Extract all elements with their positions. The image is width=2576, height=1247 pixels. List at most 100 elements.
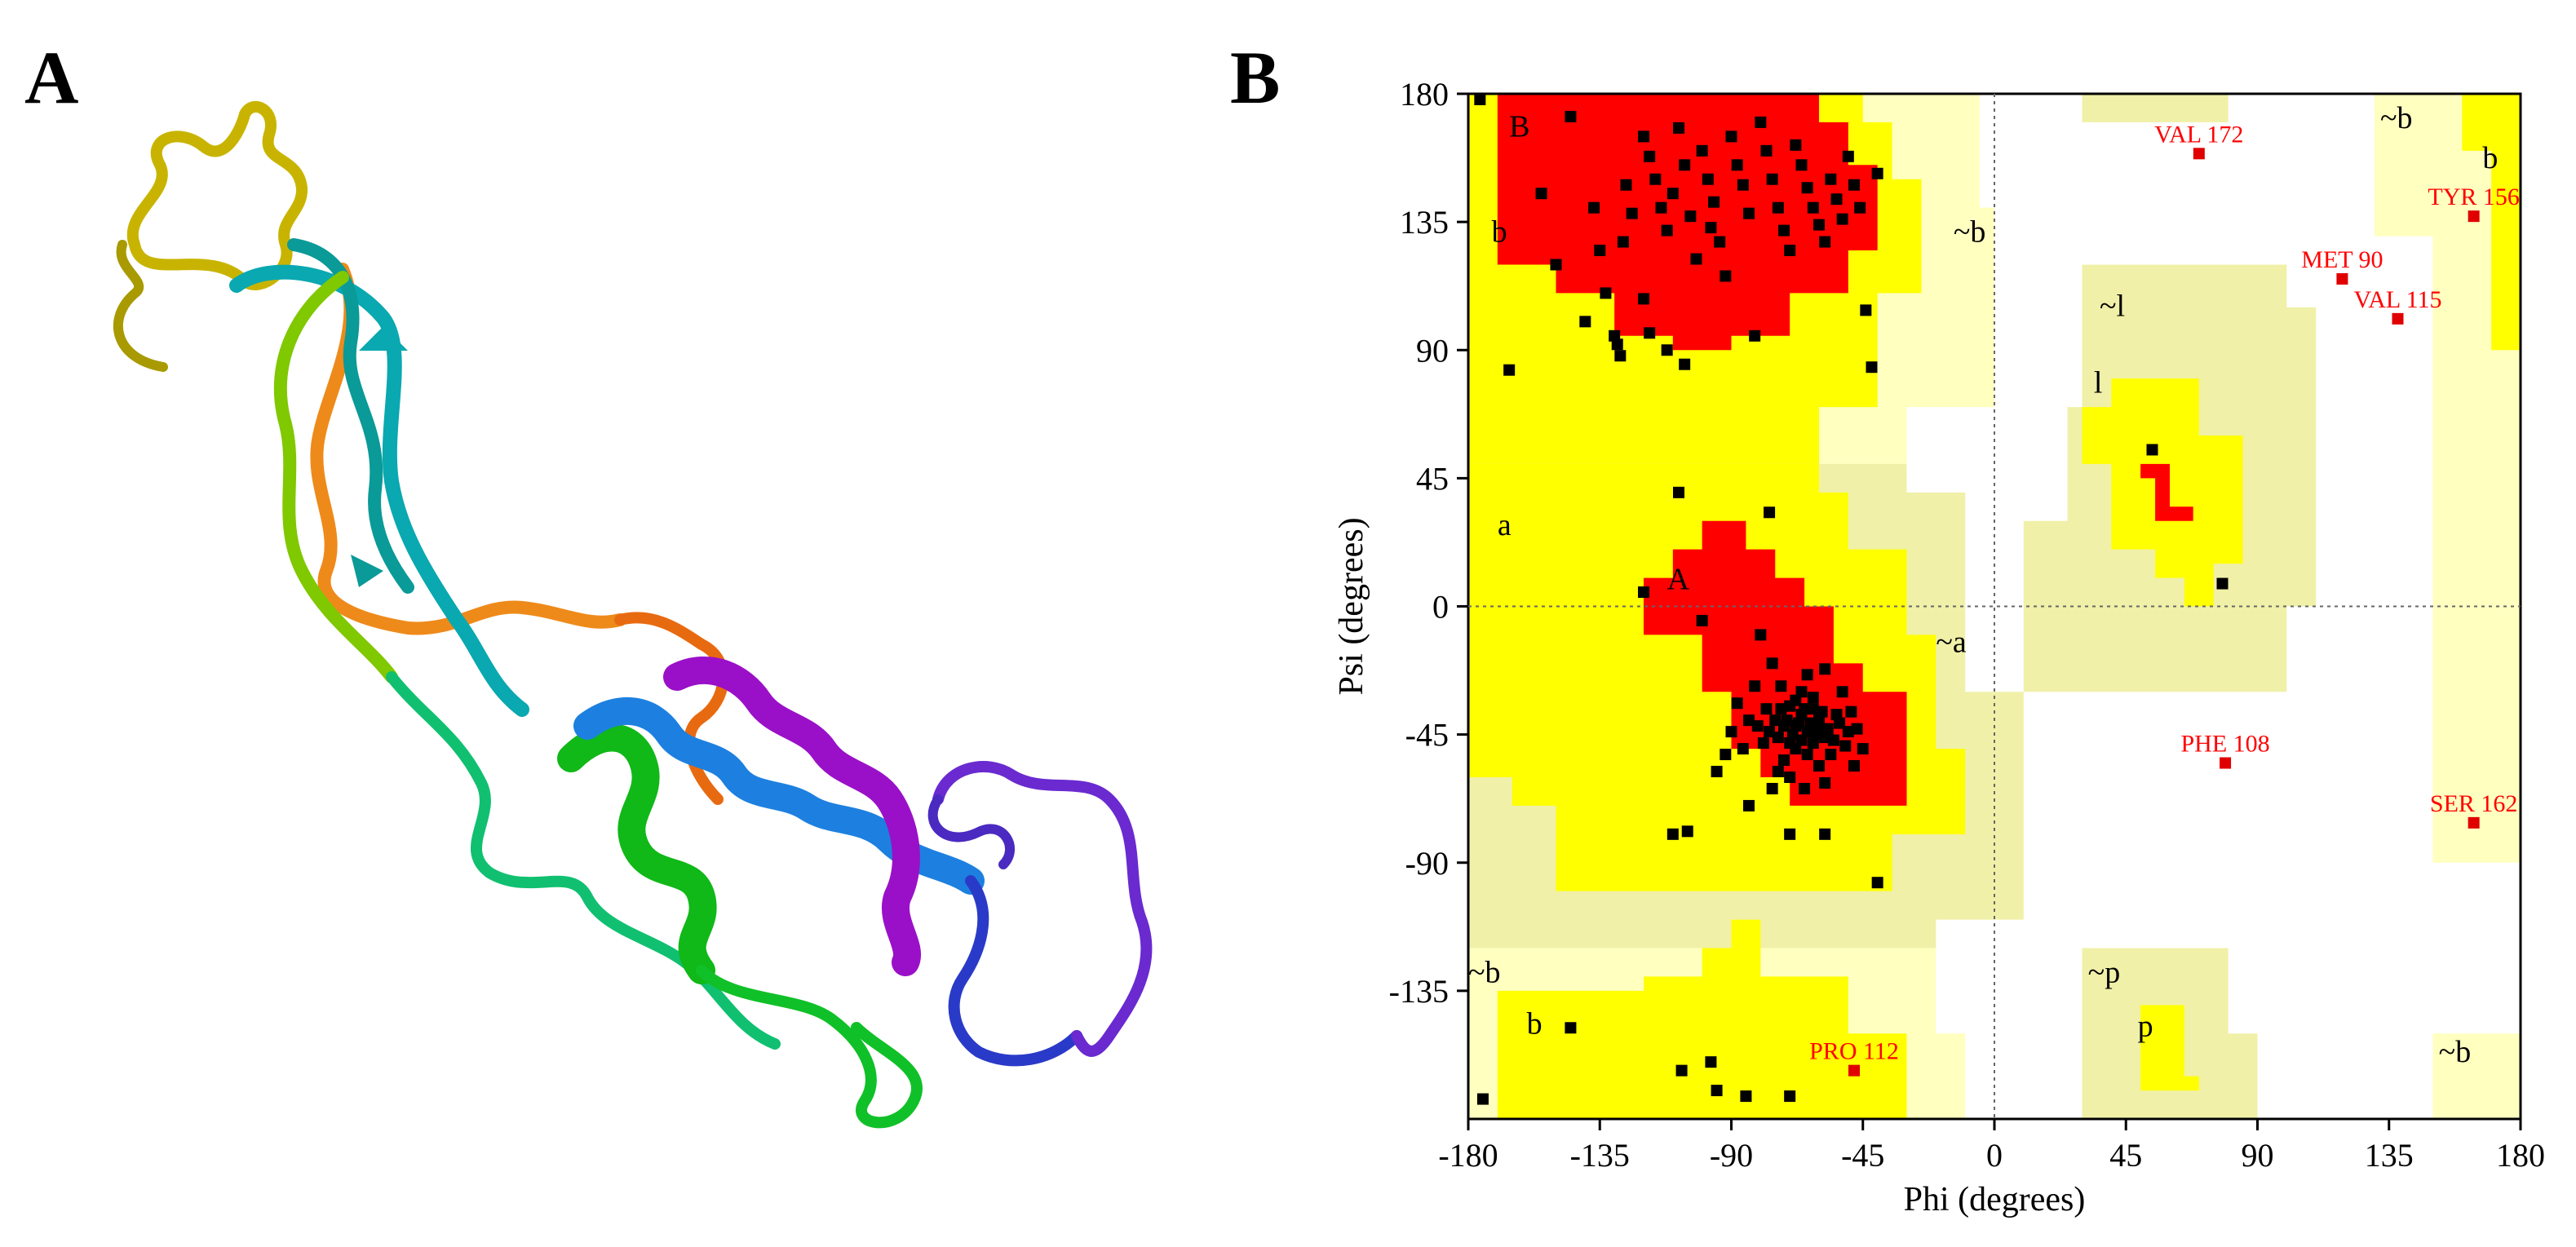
residue-point-65 <box>1755 629 1767 641</box>
residue-point-57 <box>1550 259 1562 271</box>
residue-point-90 <box>1749 680 1761 692</box>
residue-point-118 <box>1845 705 1857 718</box>
residue-point-66 <box>1766 657 1778 670</box>
protein-ribbon-structure <box>113 100 1153 1129</box>
residue-point-17 <box>1673 122 1684 134</box>
outlier-point-1 <box>2468 210 2480 223</box>
outlier-label-4: PHE 108 <box>2180 731 2269 758</box>
residue-point-0 <box>1474 93 1486 105</box>
outlier-label-1: TYR 156 <box>2428 184 2520 210</box>
x-tick-label-4: 0 <box>1986 1137 2003 1174</box>
residue-point-38 <box>1795 159 1808 171</box>
residue-point-61 <box>1673 486 1684 498</box>
region-label-8: ~b <box>2380 101 2413 135</box>
y-tick-label-1: 135 <box>1400 204 1449 241</box>
residue-point-105 <box>1790 694 1802 706</box>
residue-point-4 <box>1588 201 1600 214</box>
residue-point-138 <box>1784 1090 1796 1103</box>
residue-point-113 <box>1757 737 1769 750</box>
residue-point-18 <box>1679 159 1691 171</box>
residue-point-37 <box>1790 139 1802 151</box>
residue-point-89 <box>1819 776 1831 789</box>
residue-point-136 <box>1711 1085 1723 1097</box>
region-label-14: ~b <box>2439 1035 2472 1069</box>
region-allowed-right-beta <box>2462 94 2521 351</box>
residue-point-50 <box>1866 361 1878 374</box>
residue-point-115 <box>1827 734 1839 746</box>
residue-point-51 <box>1871 167 1883 179</box>
outlier-point-2 <box>2336 272 2348 285</box>
residue-point-111 <box>1775 703 1787 715</box>
residue-point-101 <box>1816 705 1828 718</box>
residue-point-79 <box>1848 760 1860 772</box>
residue-point-104 <box>1784 737 1796 750</box>
region-label-9: b <box>2482 141 2498 175</box>
residue-point-19 <box>1684 210 1697 223</box>
x-tick-label-6: 90 <box>2242 1137 2274 1174</box>
residue-point-121 <box>1772 766 1784 778</box>
residue-point-28 <box>1737 179 1749 191</box>
residue-point-26 <box>1725 130 1737 143</box>
outlier-label-0: VAL 172 <box>2154 121 2243 148</box>
region-label-0: B <box>1509 109 1529 144</box>
residue-point-122 <box>1766 782 1778 794</box>
residue-point-23 <box>1708 196 1720 208</box>
residue-point-131 <box>1819 828 1831 840</box>
residue-point-110 <box>1769 714 1782 727</box>
residue-point-20 <box>1690 253 1702 265</box>
residue-point-13 <box>1649 173 1662 185</box>
residue-point-16 <box>1666 188 1679 200</box>
region-core-left-handed <box>2140 463 2193 521</box>
y-tick-label-6: -90 <box>1405 845 1449 882</box>
outlier-point-5 <box>2468 816 2480 829</box>
residue-point-130 <box>1784 828 1796 840</box>
residue-point-44 <box>1830 193 1843 206</box>
region-allowed-beta-bottom <box>1497 919 1907 1119</box>
residue-point-24 <box>1714 236 1726 248</box>
protein-segment-loop-violet <box>932 761 1153 1057</box>
region-label-4: A <box>1667 563 1690 597</box>
residue-point-108 <box>1807 703 1819 715</box>
residue-point-12 <box>1644 150 1656 162</box>
region-label-5: ~a <box>1936 625 1967 659</box>
protein-segment-strand-lime <box>273 271 398 683</box>
residue-point-102 <box>1821 723 1834 735</box>
protein-segment-loop-violet2 <box>927 794 1016 869</box>
residue-point-53 <box>1644 327 1656 339</box>
residue-point-33 <box>1766 173 1778 185</box>
protein-segment-helix-purple <box>663 657 921 976</box>
residue-point-55 <box>1679 358 1691 370</box>
residue-point-27 <box>1731 159 1743 171</box>
y-tick-label-2: 90 <box>1416 332 1449 369</box>
residue-point-32 <box>1760 144 1773 157</box>
residue-point-117 <box>1839 740 1852 752</box>
residue-point-132 <box>1871 877 1883 889</box>
residue-point-128 <box>1681 825 1693 838</box>
residue-point-11 <box>1638 130 1649 143</box>
residue-point-92 <box>1737 743 1749 755</box>
region-allowed-p <box>2140 1005 2199 1091</box>
residue-point-3 <box>1565 110 1577 122</box>
residue-point-93 <box>1731 697 1743 710</box>
residue-point-99 <box>1804 717 1817 729</box>
panel-a-label: A <box>24 36 79 119</box>
outlier-label-5: SER 162 <box>2430 790 2518 817</box>
residue-point-119 <box>1851 723 1863 735</box>
region-label-12: ~p <box>2088 955 2121 989</box>
residue-point-81 <box>1772 732 1784 744</box>
residue-point-80 <box>1760 703 1773 715</box>
residue-point-123 <box>1799 782 1811 794</box>
outlier-label-6: PRO 112 <box>1809 1038 1899 1065</box>
outlier-label-3: VAL 115 <box>2353 286 2441 313</box>
residue-point-75 <box>1825 749 1837 761</box>
residue-point-67 <box>1775 680 1787 692</box>
residue-point-141 <box>2216 577 2229 590</box>
region-label-3: a <box>1498 508 1512 542</box>
region-generous-right-bottom <box>2432 1033 2521 1119</box>
x-tick-label-1: -135 <box>1570 1137 1630 1174</box>
region-label-6: ~l <box>2100 289 2125 323</box>
region-label-11: b <box>1527 1006 1543 1041</box>
residue-point-9 <box>1620 179 1632 191</box>
x-tick-label-7: 135 <box>2365 1137 2414 1174</box>
strand-arrowhead <box>351 555 383 587</box>
